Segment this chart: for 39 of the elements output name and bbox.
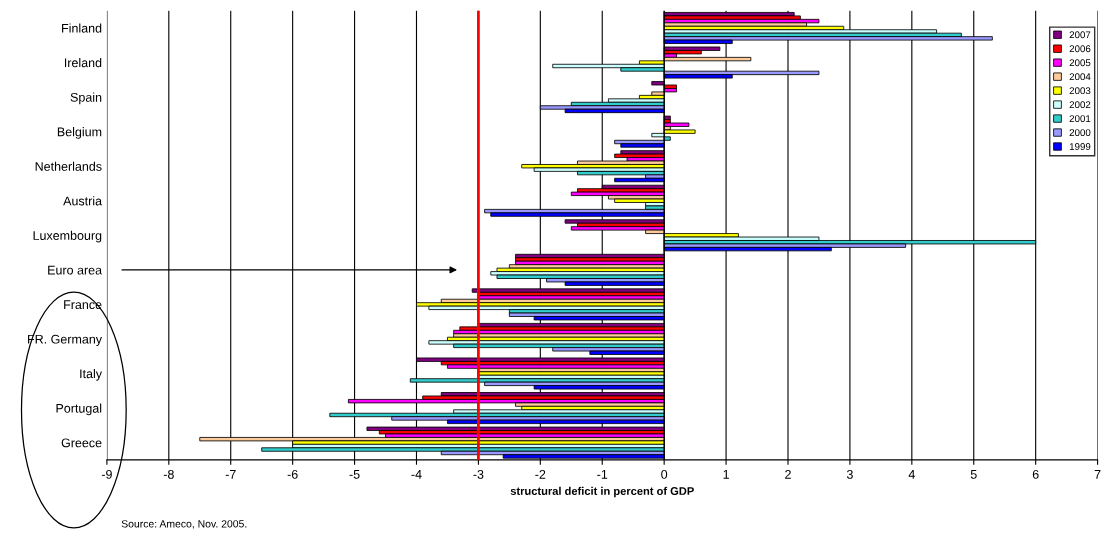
x-tick-label: -6 [287, 469, 298, 479]
x-tick-label: -8 [163, 469, 174, 479]
y-tick-label: Luxembourg [33, 230, 102, 243]
legend-label: 2007 [1069, 31, 1091, 39]
y-tick-label: Netherlands [35, 161, 102, 171]
x-tick-label: 1 [723, 470, 729, 479]
x-tick-label: 5 [970, 470, 977, 479]
y-tick-label: Austria [63, 196, 103, 206]
legend-label: 1999 [1069, 143, 1091, 150]
legend-label: 2002 [1069, 101, 1091, 109]
y-tick-label: Greece [61, 438, 102, 448]
x-tick-label: -2 [535, 469, 546, 479]
x-tick-label: -5 [349, 470, 360, 479]
x-tick-label: 0 [661, 469, 668, 479]
x-tick-label: -4 [411, 470, 422, 479]
y-tick-label: Portugal [56, 403, 102, 416]
x-tick-label: 6 [1032, 469, 1039, 479]
x-axis-title: structural deficit in percent of GDP [510, 486, 694, 498]
legend-label: 2006 [1069, 45, 1091, 53]
y-tick-label: Euro area [48, 265, 103, 275]
legend-label: 2005 [1069, 59, 1091, 67]
legend-label: 2003 [1069, 87, 1091, 95]
x-tick-label: 7 [1094, 470, 1101, 479]
x-tick-label: -7 [225, 470, 236, 479]
legend-label: 2001 [1069, 115, 1091, 123]
x-tick-label: -9 [101, 469, 112, 479]
y-tick-label: Finland [62, 23, 102, 33]
legend-label: 2004 [1069, 73, 1091, 81]
x-tick-label: -1 [597, 470, 608, 479]
x-tick-label: -3 [473, 469, 484, 479]
y-tick-label: Ireland [64, 58, 102, 68]
source-note: Source: Ameco, Nov. 2005. [121, 520, 247, 529]
y-tick-label: Belgium [57, 127, 102, 139]
legend-label: 2000 [1069, 129, 1091, 137]
y-tick-label: Spain [70, 92, 102, 105]
x-tick-label: 3 [846, 469, 853, 479]
y-tick-label: Italy [80, 368, 103, 381]
x-tick-label: 4 [908, 470, 915, 479]
x-tick-label: 2 [785, 469, 791, 479]
